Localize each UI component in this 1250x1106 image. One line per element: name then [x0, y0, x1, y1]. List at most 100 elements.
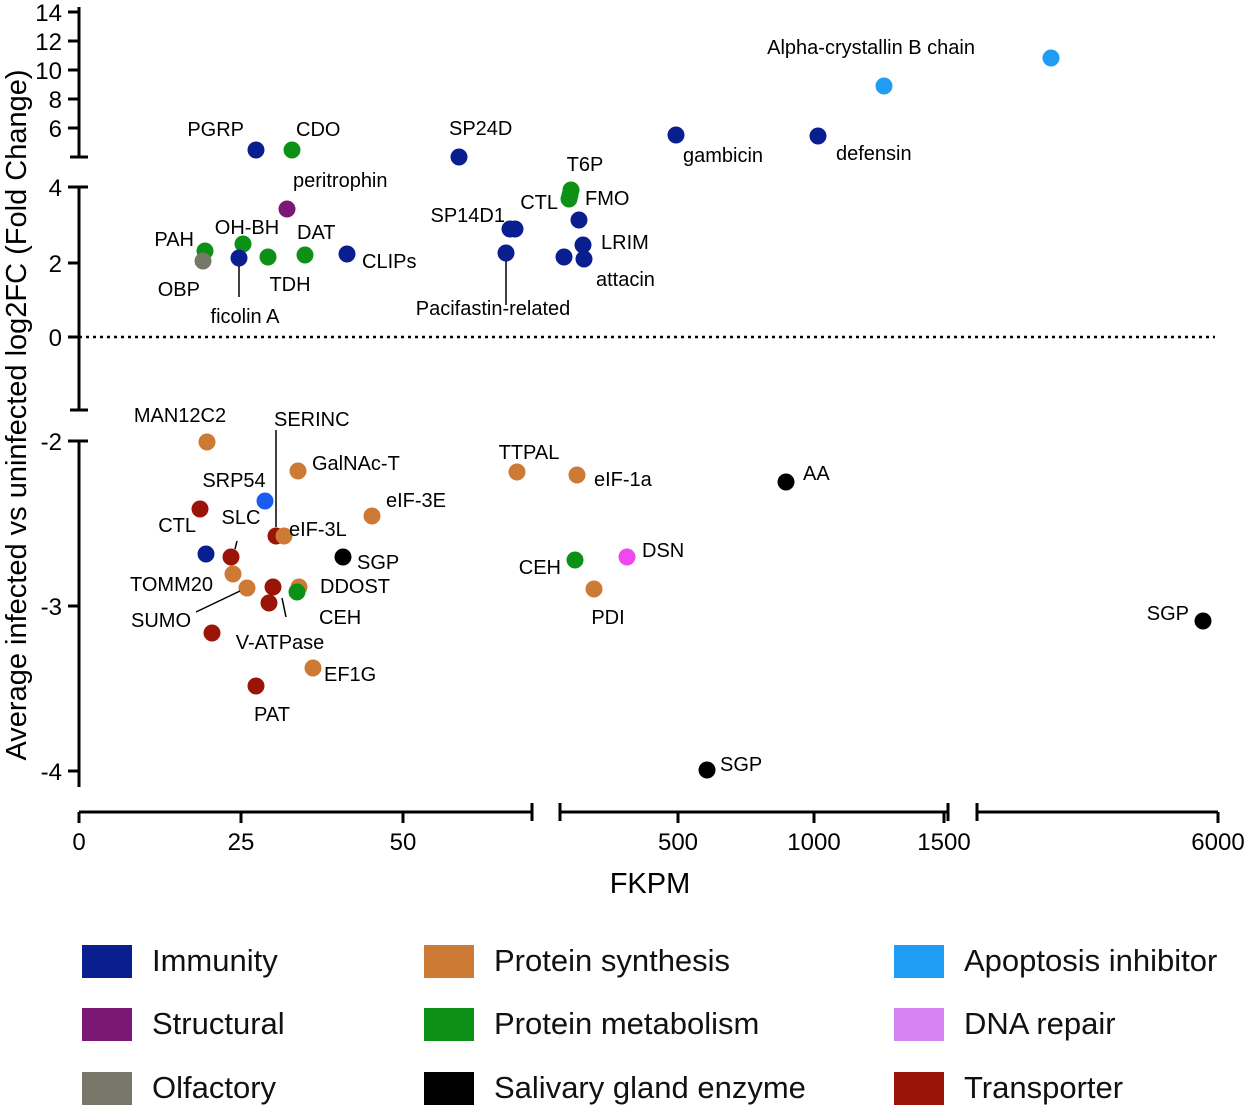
- point-label: CLIPs: [362, 251, 416, 273]
- point-label: CEH: [519, 557, 561, 579]
- y-tick-label: -4: [41, 759, 62, 786]
- label-leader-line: [195, 590, 241, 613]
- label-leader-line: [234, 540, 238, 550]
- x-tick-label: 1000: [787, 829, 840, 856]
- point-immunity: [555, 248, 573, 266]
- legend-swatch: [894, 944, 944, 978]
- legend-label: Immunity: [152, 943, 278, 978]
- point-label: eIF-3L: [289, 519, 347, 541]
- point-sgp: [698, 761, 716, 779]
- point-label: peritrophin: [293, 170, 388, 192]
- x-tick-label: 25: [228, 829, 255, 856]
- point-label: PDI: [591, 607, 624, 629]
- x-tick-label: 1500: [917, 829, 970, 856]
- point-label: SGP: [1147, 603, 1189, 625]
- legend-swatch: [424, 1007, 474, 1041]
- legend-label: Apoptosis inhibitor: [964, 943, 1218, 978]
- point-label: SUMO: [131, 610, 191, 632]
- point-label: FMO: [585, 188, 629, 210]
- point-label: LRIM: [601, 232, 649, 254]
- point-apoptosis: [875, 77, 893, 95]
- point-slc: [222, 548, 240, 566]
- point-label: CTL: [520, 192, 558, 214]
- y-axis-title: Average infected vs uninfected log2FC (F…: [1, 69, 33, 760]
- point-pacifastin-related: [497, 244, 515, 262]
- point-label: PGRP: [187, 119, 244, 141]
- legend-swatch: [82, 944, 132, 978]
- point-pat: [247, 677, 265, 695]
- legend-label: Salivary gland enzyme: [494, 1070, 806, 1105]
- point-label: Pacifastin-related: [416, 298, 571, 320]
- point-eif-3l: [275, 527, 293, 545]
- point-label: SGP: [357, 552, 399, 574]
- point-label: CDO: [296, 119, 340, 141]
- point-label: SP14D1: [431, 205, 506, 227]
- point-label: defensin: [836, 143, 912, 165]
- legend-label: Protein metabolism: [494, 1006, 760, 1041]
- point-immunity: [570, 211, 588, 229]
- point-pdi: [585, 580, 603, 598]
- x-tick-label: 6000: [1191, 829, 1244, 856]
- x-tick-label: 0: [72, 829, 85, 856]
- legend-swatch: [894, 1071, 944, 1105]
- point-sp24d: [450, 148, 468, 166]
- point-ceh: [566, 551, 584, 569]
- x-tick-label: 50: [390, 829, 417, 856]
- legend-label: Transporter: [964, 1070, 1124, 1105]
- point-dat: [278, 200, 296, 218]
- point-label: Alpha-crystallin B chain: [767, 37, 975, 59]
- point-eif-1a: [568, 466, 586, 484]
- point-label: AA: [803, 463, 830, 485]
- point-label: attacin: [596, 269, 655, 291]
- legend-label: DNA repair: [964, 1006, 1116, 1041]
- point-dsn: [618, 548, 636, 566]
- point-ttpal: [508, 463, 526, 481]
- point-label: ficolin A: [211, 306, 281, 328]
- legend-label: Olfactory: [152, 1070, 277, 1105]
- legend-item-protein-synthesis: Protein synthesis: [424, 943, 730, 979]
- legend-item-transporter: Transporter: [894, 1070, 1123, 1106]
- point-v-atpase: [260, 594, 278, 612]
- legend-item-olfactory: Olfactory: [82, 1070, 276, 1106]
- point-immunity: [506, 220, 524, 238]
- legend-swatch: [424, 944, 474, 978]
- label-leader-line: [281, 597, 287, 618]
- point-attacin: [575, 250, 593, 268]
- point-immunity: [197, 545, 215, 563]
- point-man12c2: [198, 433, 216, 451]
- point-ef1g: [304, 659, 322, 677]
- point-tdh: [259, 248, 277, 266]
- point-sgp: [1194, 612, 1212, 630]
- point-ceh: [288, 583, 306, 601]
- point-label: SGP: [720, 754, 762, 776]
- point-clips: [338, 245, 356, 263]
- point-obp: [194, 252, 212, 270]
- y-tick-label: 6: [49, 116, 62, 143]
- legend-item-structural: Structural: [82, 1006, 285, 1042]
- point-label: DSN: [642, 540, 684, 562]
- point-label: DDOST: [320, 576, 390, 598]
- point-aa: [777, 473, 795, 491]
- y-tick-label: 12: [35, 29, 62, 56]
- point-label: DAT: [297, 222, 336, 244]
- point-tomm20: [224, 565, 242, 583]
- point-ctl: [191, 500, 209, 518]
- legend-swatch: [424, 1071, 474, 1105]
- point-defensin: [809, 127, 827, 145]
- point-label: OH-BH: [215, 217, 279, 239]
- legend-swatch: [82, 1071, 132, 1105]
- point-srp54: [256, 492, 274, 510]
- point-label: OBP: [158, 279, 200, 301]
- point-label: MAN12C2: [134, 405, 226, 427]
- x-tick-label: 500: [658, 829, 698, 856]
- point-label: eIF-1a: [594, 469, 653, 491]
- point-sgp: [334, 548, 352, 566]
- point-label: SP24D: [449, 118, 512, 140]
- point-sumo: [238, 579, 256, 597]
- y-tick-label: 14: [35, 0, 62, 27]
- point-pgrp: [247, 141, 265, 159]
- legend-item-apoptosis-inhibitor: Apoptosis inhibitor: [894, 943, 1217, 979]
- point-ctl: [561, 186, 579, 204]
- legend-swatch: [82, 1007, 132, 1041]
